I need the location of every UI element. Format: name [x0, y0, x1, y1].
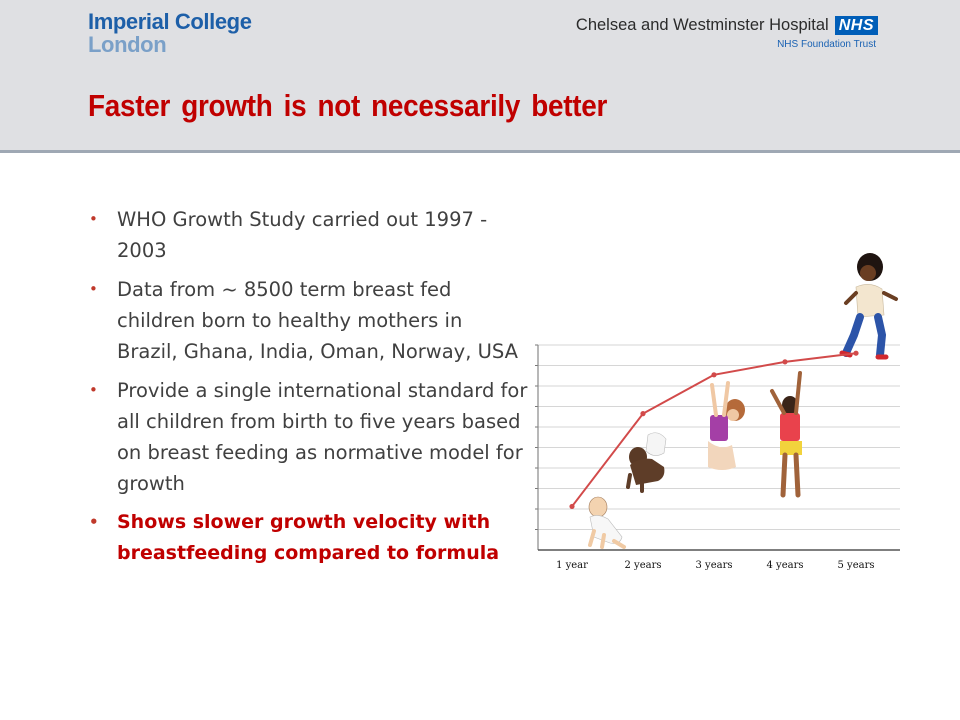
slide-title: Faster growth is not necessarily better	[88, 88, 608, 123]
trust-name: NHS Foundation Trust	[777, 39, 876, 50]
data-point	[640, 411, 646, 417]
logo-line-2: London	[88, 32, 167, 57]
chart-axes	[537, 345, 900, 551]
growth-chart: 1 year 2 years 3 years 4 years 5 years	[535, 253, 900, 571]
bullet-item: • Data from ~ 8500 term breast fed childr…	[88, 274, 528, 367]
crouching-toddler-icon	[626, 432, 667, 493]
bullet-text: Shows slower growth velocity with breast…	[117, 511, 500, 564]
hospital-name: Chelsea and Westminster Hospital	[575, 16, 829, 34]
bullet-dot-icon: •	[89, 513, 99, 531]
x-tick-label: 5 years	[838, 560, 875, 571]
x-tick-label: 1 year	[556, 560, 588, 571]
bullet-dot-icon: •	[89, 210, 98, 228]
bullet-text: Data from ~ 8500 term breast fed childre…	[117, 278, 518, 363]
reaching-child-2-icon	[770, 371, 802, 498]
data-point	[569, 503, 575, 510]
crawling-baby-icon	[588, 496, 626, 549]
bullet-item: • Provide a single international standard…	[88, 375, 528, 499]
data-point	[782, 359, 788, 365]
x-tick-labels: 1 year 2 years 3 years 4 years 5 years	[556, 560, 874, 571]
nhs-badge: NHS	[834, 16, 878, 35]
growth-series	[569, 350, 859, 510]
data-point	[853, 350, 859, 356]
data-point	[711, 372, 717, 378]
bullet-item: • WHO Growth Study carried out 1997 - 200…	[88, 204, 528, 266]
running-child-icon	[839, 253, 898, 360]
reaching-child-icon	[708, 381, 745, 470]
header-band	[0, 0, 960, 153]
bullet-text: Provide a single international standard …	[117, 379, 528, 495]
x-tick-label: 2 years	[625, 560, 662, 571]
bullet-item-highlight: • Shows slower growth velocity with breas…	[88, 507, 528, 569]
x-tick-label: 4 years	[767, 560, 804, 571]
bullet-dot-icon: •	[89, 381, 98, 399]
logo-line-1: Imperial College	[88, 9, 252, 34]
imperial-college-logo: Imperial College London	[88, 10, 252, 56]
x-tick-label: 3 years	[696, 560, 733, 571]
hospital-logo: Chelsea and Westminster Hospital NHS NHS…	[576, 16, 878, 50]
bullet-list: • WHO Growth Study carried out 1997 - 200…	[88, 204, 528, 577]
bullet-text: WHO Growth Study carried out 1997 - 2003	[117, 208, 488, 262]
bullet-dot-icon: •	[89, 280, 98, 298]
